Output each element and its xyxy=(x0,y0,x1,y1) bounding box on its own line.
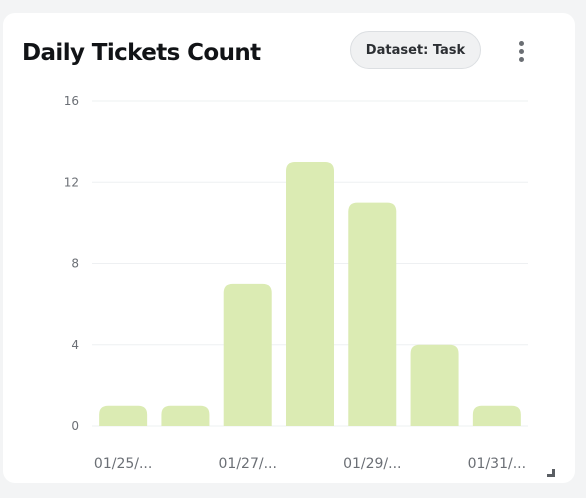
y-tick-label: 0 xyxy=(71,419,79,433)
y-tick-label: 8 xyxy=(71,257,79,271)
x-tick-label: 01/25/... xyxy=(94,456,152,472)
y-tick-label: 4 xyxy=(71,338,79,352)
bar-01/28/...[interactable] xyxy=(286,161,334,426)
x-tick-label: 01/27/... xyxy=(219,456,277,472)
bar-01/27/...[interactable] xyxy=(223,283,272,426)
bar-01/29/...[interactable] xyxy=(348,202,397,426)
bar-01/25/...[interactable] xyxy=(99,405,148,426)
dataset-selector-button[interactable]: Dataset: Task xyxy=(350,31,481,69)
bar-01/26/...[interactable] xyxy=(161,405,210,426)
x-tick-label: 01/31/... xyxy=(468,456,526,472)
more-options-button[interactable] xyxy=(509,35,533,67)
bar-01/31/...[interactable] xyxy=(472,405,521,426)
more-vertical-icon xyxy=(518,48,524,54)
more-vertical-icon xyxy=(518,56,524,62)
bar-01/30/...[interactable] xyxy=(410,344,459,426)
y-tick-label: 16 xyxy=(64,94,79,108)
chart-title: Daily Tickets Count xyxy=(22,40,261,66)
resize-handle-icon[interactable] xyxy=(546,468,556,478)
y-tick-label: 12 xyxy=(64,175,79,189)
x-tick-label: 01/29/... xyxy=(343,456,401,472)
more-vertical-icon xyxy=(518,40,524,46)
